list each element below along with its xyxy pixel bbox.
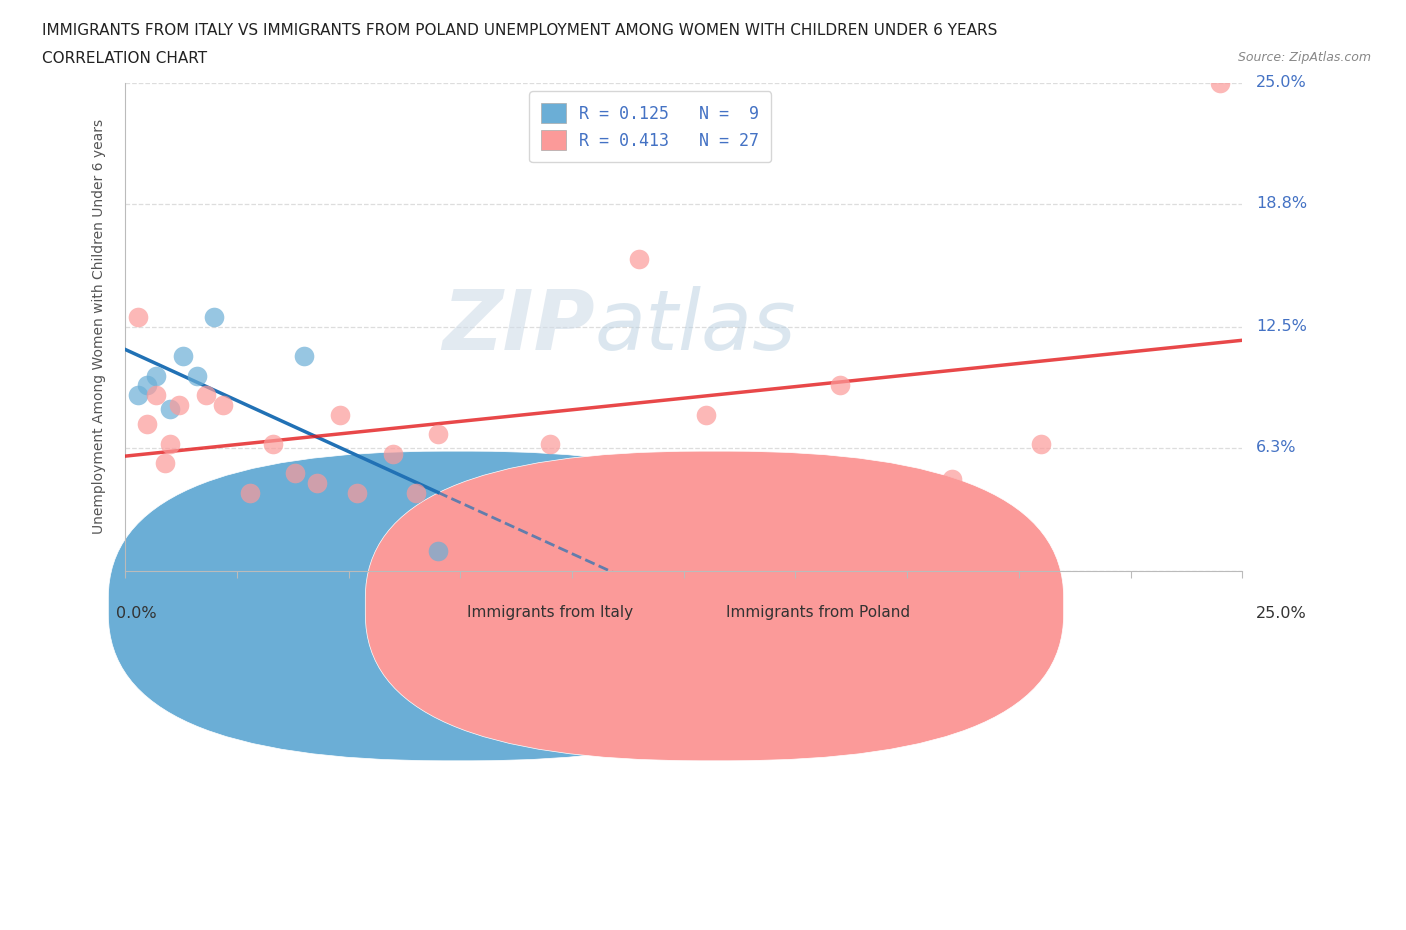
Point (292, 349, 315, 364)
FancyBboxPatch shape (366, 451, 1064, 761)
Text: Immigrants from Italy: Immigrants from Italy (467, 604, 633, 619)
Point (145, 368, 167, 383)
Point (426, 544, 449, 559)
Text: 25.0%: 25.0% (1256, 75, 1306, 90)
Point (172, 349, 194, 364)
Text: CORRELATION CHART: CORRELATION CHART (42, 51, 207, 66)
Point (762, 466, 785, 481)
Point (136, 378, 159, 392)
Point (186, 368, 208, 383)
Point (1031, 436, 1053, 451)
Point (426, 427, 449, 442)
Point (941, 472, 963, 486)
Point (494, 485, 516, 500)
Text: Immigrants from Poland: Immigrants from Poland (725, 604, 910, 619)
Text: IMMIGRANTS FROM ITALY VS IMMIGRANTS FROM POLAND UNEMPLOYMENT AMONG WOMEN WITH CH: IMMIGRANTS FROM ITALY VS IMMIGRANTS FROM… (42, 23, 997, 38)
Point (155, 456, 177, 471)
Text: 0.0%: 0.0% (117, 605, 156, 620)
Y-axis label: Unemployment Among Women with Children Under 6 years: Unemployment Among Women with Children U… (93, 119, 107, 535)
Point (159, 436, 181, 451)
Text: atlas: atlas (595, 286, 796, 367)
Point (127, 388, 149, 403)
Point (307, 475, 329, 490)
Point (167, 397, 190, 412)
Point (239, 485, 262, 500)
Text: 18.8%: 18.8% (1256, 196, 1308, 211)
Point (628, 251, 651, 266)
Point (695, 407, 717, 422)
Point (830, 378, 852, 392)
Point (1209, 75, 1232, 90)
Text: ZIP: ZIP (441, 286, 595, 367)
Point (329, 407, 352, 422)
Point (136, 417, 159, 432)
FancyBboxPatch shape (108, 451, 807, 761)
Point (159, 401, 181, 416)
Text: 6.3%: 6.3% (1256, 440, 1296, 455)
Point (284, 466, 307, 481)
Point (204, 310, 226, 325)
Text: 12.5%: 12.5% (1256, 319, 1306, 334)
Point (382, 446, 405, 461)
Point (538, 436, 561, 451)
Legend: R = 0.125   N =  9, R = 0.413   N = 27: R = 0.125 N = 9, R = 0.413 N = 27 (530, 91, 770, 162)
Point (262, 436, 284, 451)
Point (127, 310, 149, 325)
Point (405, 485, 427, 500)
Point (561, 485, 583, 500)
Text: Source: ZipAtlas.com: Source: ZipAtlas.com (1237, 51, 1371, 64)
Point (212, 397, 235, 412)
Point (145, 388, 167, 403)
Point (194, 388, 217, 403)
Point (346, 485, 368, 500)
Text: 25.0%: 25.0% (1256, 605, 1306, 620)
